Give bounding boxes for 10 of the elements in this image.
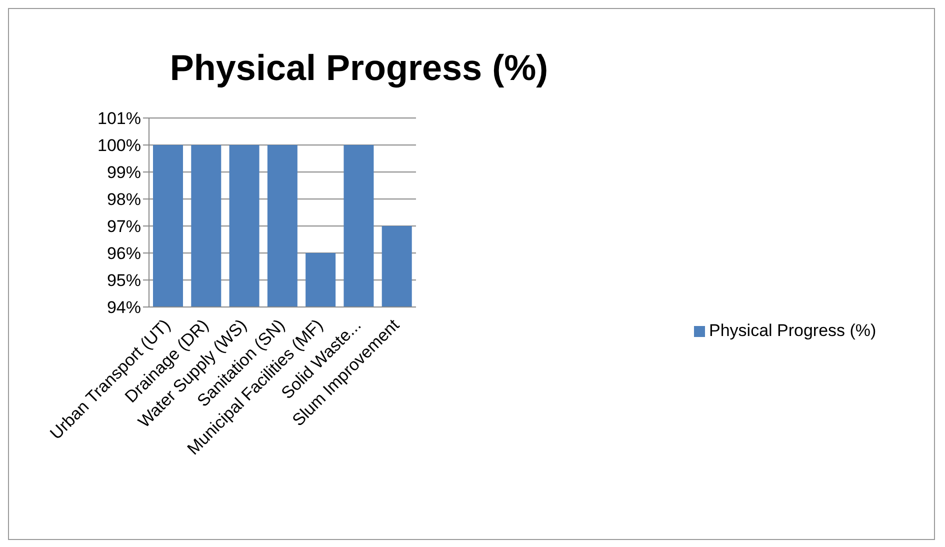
y-tick-label: 95% bbox=[106, 271, 141, 290]
y-tick-label: 99% bbox=[106, 163, 141, 182]
y-tick-label: 94% bbox=[106, 298, 141, 318]
y-tick-label: 101% bbox=[98, 109, 141, 128]
y-tick-label: 100% bbox=[98, 136, 141, 156]
y-tick-label: 97% bbox=[106, 217, 141, 236]
y-tick-label: 96% bbox=[106, 244, 141, 264]
y-tick-label: 98% bbox=[106, 190, 141, 210]
chart-title: Physical Progress (%) bbox=[168, 47, 550, 89]
legend-label: Physical Progress (%) bbox=[709, 321, 876, 340]
